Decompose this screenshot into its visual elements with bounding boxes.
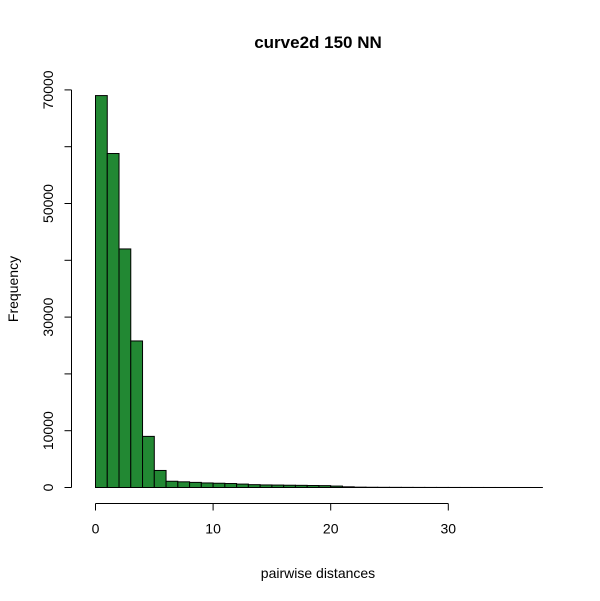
histogram-bar <box>224 483 238 488</box>
y-tick-label: 10000 <box>40 411 56 450</box>
histogram-bar <box>118 248 132 488</box>
histogram-bar <box>318 485 332 489</box>
histogram-bar <box>294 484 308 489</box>
histogram-bar <box>330 485 343 488</box>
histogram-bar <box>306 485 320 488</box>
histogram-bar <box>95 95 108 489</box>
histogram-bar <box>283 484 296 488</box>
x-tick-label: 20 <box>323 521 339 537</box>
histogram-bar <box>247 484 261 489</box>
histogram-bar <box>142 435 155 489</box>
histogram-bar <box>341 486 355 488</box>
y-axis: 0 10000 30000 50000 70000 <box>40 70 72 491</box>
histogram-bar <box>165 480 179 489</box>
histogram-bar <box>189 481 202 489</box>
x-tick-label: 0 <box>92 521 100 537</box>
histogram-bar <box>130 340 144 488</box>
x-tick-label: 10 <box>205 521 221 537</box>
histogram-bar <box>106 153 120 489</box>
y-axis-label: Frequency <box>5 256 21 322</box>
histogram-bar <box>153 469 167 488</box>
y-tick-label: 70000 <box>40 70 56 109</box>
x-axis: 0 10 20 30 <box>92 503 457 537</box>
histogram-bars <box>95 95 543 489</box>
y-tick-label: 30000 <box>40 297 56 336</box>
histogram-bar <box>200 482 214 488</box>
x-axis-label: pairwise distances <box>261 565 375 581</box>
y-tick-label: 50000 <box>40 184 56 223</box>
chart-title: curve2d 150 NN <box>254 33 382 52</box>
histogram-bar <box>271 484 285 488</box>
histogram-bar <box>236 483 249 489</box>
y-tick-label: 0 <box>40 483 56 491</box>
histogram-bar <box>212 482 226 488</box>
histogram-bar <box>259 484 273 489</box>
x-tick-label: 30 <box>441 521 457 537</box>
histogram-bar <box>177 481 191 489</box>
